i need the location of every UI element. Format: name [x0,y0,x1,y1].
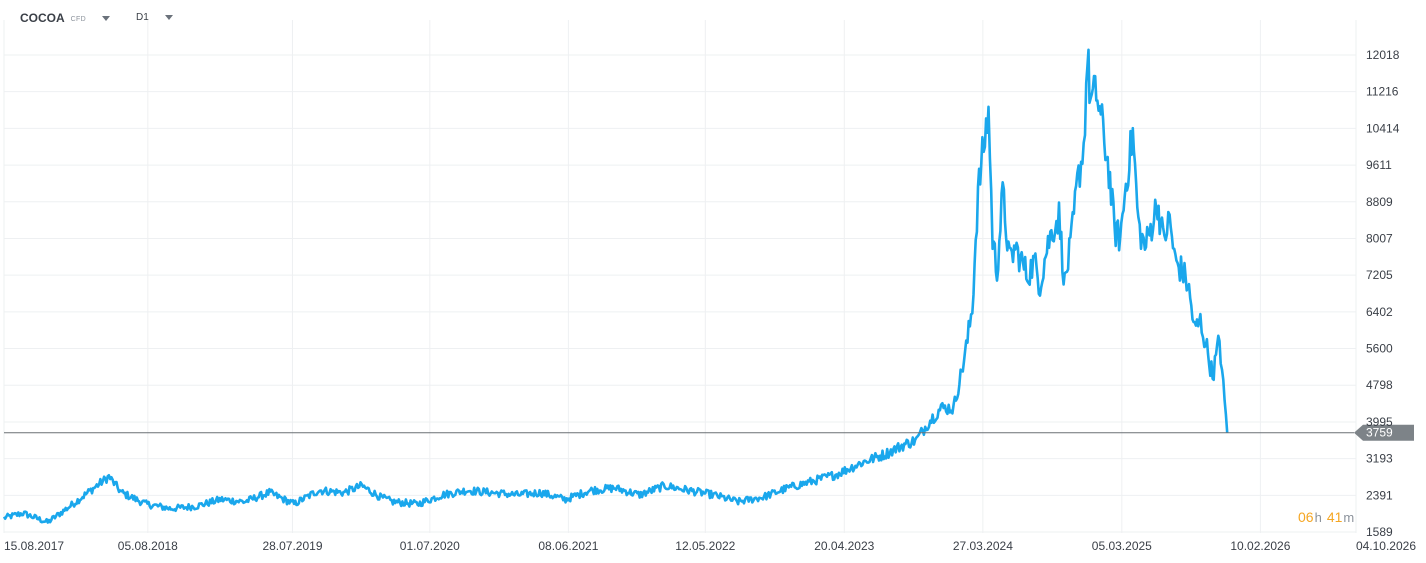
series-layer [2,48,1229,524]
x-tick-label: 04.10.2026 [1356,539,1416,553]
symbol-name: COCOA [20,11,65,25]
x-tick-label: 08.06.2021 [538,539,598,553]
y-tick-label: 3995 [1366,415,1393,429]
y-tick-label: 6402 [1366,305,1393,319]
symbol-type: CFD [70,15,86,23]
current-price-label: 3759 [1366,426,1393,440]
price-series-line [2,48,1229,524]
x-tick-label: 12.05.2022 [675,539,735,553]
chevron-down-icon[interactable] [164,15,173,20]
grid [3,20,1357,533]
y-tick-label: 1589 [1366,525,1393,539]
symbol-selector[interactable]: COCOA CFD [20,11,110,25]
y-tick-label: 5600 [1366,342,1393,356]
candle-countdown: 06 h 41 m [1298,509,1358,525]
x-tick-label: 01.07.2020 [400,539,460,553]
x-tick-label: 20.04.2023 [814,539,874,553]
y-tick-label: 3193 [1366,452,1393,466]
x-tick-label: 05.03.2025 [1092,539,1152,553]
x-tick-label: 15.08.2017 [4,539,64,553]
x-axis: 15.08.2017 05.08.2018 28.07.2019 01.07.2020… [4,539,1416,553]
y-axis: 12018 11216 10414 9611 8809 8007 7205 6402 5600 4… [1366,48,1400,539]
y-tick-label: 7205 [1366,268,1393,282]
timeframe-label: D1 [136,12,149,23]
countdown-minutes: 41 [1326,509,1343,525]
y-tick-label: 8809 [1366,195,1393,209]
x-tick-label: 05.08.2018 [118,539,178,553]
timeframe-selector[interactable]: D1 [136,12,173,23]
chevron-down-icon[interactable] [101,15,110,21]
y-tick-label: 9611 [1366,158,1392,172]
current-price-tag [1354,424,1414,441]
x-tick-label: 10.02.2026 [1230,539,1290,553]
y-tick-label: 12018 [1366,48,1400,62]
countdown-hours-unit: h [1314,510,1322,525]
y-tick-label: 8007 [1366,231,1393,245]
x-tick-label: 27.03.2024 [953,539,1013,553]
y-tick-label: 11216 [1366,85,1399,99]
y-tick-label: 2391 [1366,488,1393,502]
x-tick-label: 28.07.2019 [262,539,322,553]
countdown-minutes-unit: m [1343,510,1355,525]
y-tick-label: 4798 [1366,378,1393,392]
countdown-hours: 06 [1298,509,1314,525]
y-tick-label: 10414 [1366,121,1400,135]
chart-toolbar: COCOA CFD D1 [0,0,1426,34]
current-price-layer: 3759 [4,424,1414,441]
